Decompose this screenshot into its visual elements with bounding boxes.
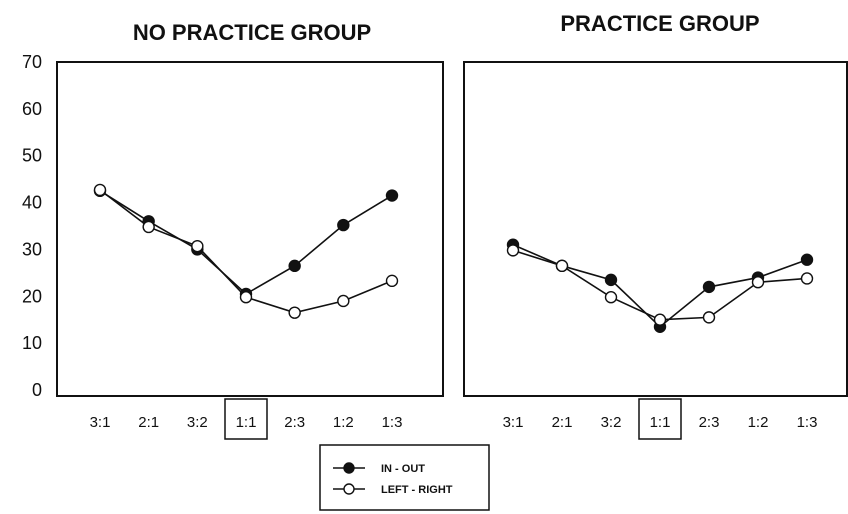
right-point-left-right: [800, 272, 814, 285]
left-x-tick-label: 3:2: [187, 414, 208, 431]
right-chart-title: PRACTICE GROUP: [560, 11, 759, 36]
y-tick-label: 10: [22, 333, 42, 353]
left-series-line-in-out: [99, 190, 393, 295]
left-x-tick-label: 1:1: [236, 414, 257, 431]
left-point-left-right: [239, 291, 253, 304]
left-point-in-out: [337, 218, 350, 232]
y-axis-ticks: 0 10 20 30 40 50 60 70: [22, 52, 42, 400]
y-tick-label: 0: [32, 380, 42, 400]
y-tick-label: 20: [22, 286, 42, 306]
right-x-tick-label: 2:3: [699, 414, 720, 431]
right-x-tick-label: 3:2: [601, 414, 622, 431]
right-point-in-out: [702, 280, 716, 294]
right-point-left-right: [506, 244, 520, 257]
y-tick-label: 70: [22, 52, 42, 72]
legend-left-right-label: LEFT - RIGHT: [381, 484, 453, 496]
y-tick-label: 60: [22, 99, 42, 119]
left-point-left-right: [337, 294, 350, 308]
left-point-in-out: [385, 189, 399, 202]
legend-in-out-marker: [343, 462, 355, 474]
right-point-left-right: [555, 259, 569, 273]
left-x-axis-ticks: 3:1 2:1 3:2 1:1 2:3 1:2 1:3: [90, 398, 403, 440]
left-plot-frame: [56, 61, 444, 397]
right-point-left-right: [604, 291, 618, 304]
right-x-tick-label: 1:2: [748, 414, 769, 431]
right-plot-frame: [463, 61, 848, 397]
right-point-left-right: [653, 313, 667, 326]
right-boxed-category-frame: [638, 398, 682, 440]
left-x-tick-label: 1:3: [382, 414, 403, 431]
legend-box: [319, 444, 490, 511]
right-x-tick-label: 1:3: [797, 414, 818, 431]
right-point-left-right: [702, 311, 716, 324]
right-x-tick-label: 2:1: [552, 414, 573, 431]
left-point-left-right: [191, 239, 204, 253]
left-point-left-right: [385, 274, 399, 288]
right-x-tick-label: 3:1: [503, 414, 524, 431]
left-x-tick-label: 2:1: [138, 414, 159, 431]
right-chart-series: [506, 238, 814, 333]
left-point-left-right: [93, 183, 107, 197]
y-tick-label: 30: [22, 239, 42, 259]
right-x-tick-label: 1:1: [650, 414, 671, 431]
left-chart-title: NO PRACTICE GROUP: [133, 20, 371, 45]
y-tick-label: 50: [22, 146, 42, 166]
left-x-tick-label: 3:1: [90, 414, 111, 431]
right-point-left-right: [751, 276, 765, 289]
right-point-in-out: [800, 253, 814, 266]
left-x-tick-label: 1:2: [333, 414, 354, 431]
legend-in-out-label: IN - OUT: [381, 463, 425, 475]
left-point-in-out: [288, 259, 301, 273]
right-x-axis-ticks: 3:1 2:1 3:2 1:1 2:3 1:2 1:3: [503, 398, 818, 440]
left-point-left-right: [288, 306, 301, 319]
left-point-left-right: [142, 220, 155, 234]
legend: IN - OUT LEFT - RIGHT: [319, 444, 490, 511]
left-x-tick-label: 2:3: [284, 414, 305, 431]
y-tick-label: 40: [22, 193, 42, 213]
right-point-in-out: [604, 273, 618, 287]
left-chart-series: [93, 183, 399, 319]
legend-left-right-marker: [343, 483, 355, 495]
left-boxed-category-frame: [224, 398, 268, 440]
